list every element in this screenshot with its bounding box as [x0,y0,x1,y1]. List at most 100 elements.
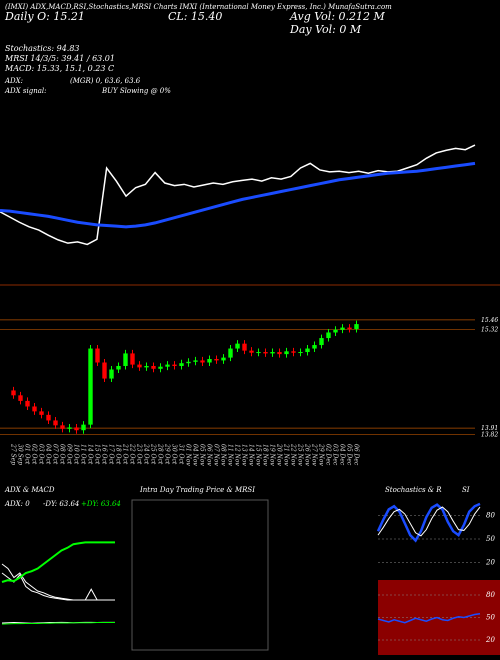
x-tick-label: 21 Oct [122,443,129,465]
x-tick-label: 10 Oct [73,444,80,465]
x-tick-label: 15 Oct [94,444,101,465]
header-open: Daily O: 15.21 [4,10,85,23]
candle-body [354,324,359,329]
y-tick-label: 15.46 [481,317,498,324]
candle-body [158,366,163,369]
x-tick-label: 13 Nov [241,444,248,466]
series-line [377,506,481,537]
x-tick-label: 18 Oct [115,444,122,465]
series-line [0,161,476,229]
candle-body [88,348,93,425]
x-tick-label: 07 Oct [52,444,59,465]
panel-frame [131,499,269,651]
series-line [1,563,115,601]
candle-body [18,395,23,401]
candle-body [74,427,79,431]
x-tick-label: 12 Nov [234,444,241,466]
x-tick-label: 03 Dec [332,444,339,466]
y-tick-label: 13.82 [481,431,498,438]
x-tick-label: 31 Oct [178,444,185,465]
candle-body [165,364,170,367]
candle-body [116,365,121,370]
header-adx: ADX: [4,77,23,85]
x-tick-label: 24 Oct [143,443,150,465]
x-tick-label: 11 Oct [80,444,87,465]
x-tick-label: 05 Dec [346,444,353,466]
panel-title: SI [462,486,470,494]
panel-title: Intra Day Trading Price & MRSI [139,486,255,494]
x-tick-label: 27 Nov [311,443,318,466]
x-tick-label: 30 Oct [171,444,178,465]
candle-body [95,348,100,363]
candle-body [53,420,58,426]
candle-body [137,364,142,368]
x-tick-label: 14 Oct [87,444,94,465]
x-tick-label: 22 Nov [290,443,297,466]
candle-body [39,411,44,415]
header-adx-signal-val: BUY Slowing @ 0% [101,87,171,95]
candle-body [326,332,331,339]
legend-entry: ADX: 0 [4,500,30,508]
candle-body [102,362,107,379]
candle-body [172,364,177,366]
y-tick-label: 13.91 [481,425,498,432]
candle-body [186,361,191,364]
candle-body [109,369,114,379]
candle-body [67,427,72,429]
candle-body [235,343,240,349]
y-tick-label: 80 [486,512,495,520]
x-tick-label: 07 Nov [213,444,220,466]
x-tick-label: 11 Nov [227,444,234,466]
x-tick-label: 01 Nov [185,444,192,466]
x-tick-label: 14 Nov [248,444,255,466]
x-tick-label: 21 Nov [283,443,290,466]
series-line [377,613,481,624]
x-tick-label: 01 Oct [24,444,31,465]
x-tick-label: 18 Nov [262,444,269,466]
x-tick-label: 03 Oct [38,444,45,465]
header-adx-vals: (MGR) 0, 63.6, 63.6 [70,77,141,85]
candle-body [200,360,205,363]
candle-body [32,406,37,412]
x-tick-label: 08 Oct [59,444,66,465]
candle-body [305,348,310,353]
x-tick-label: 02 Dec [325,444,332,466]
header-title: (IMXI) ADX,MACD,RSI,Stochastics,MRSI Cha… [5,3,392,11]
x-tick-label: 27 Sep [10,443,17,465]
x-tick-label: 05 Nov [199,444,206,466]
x-tick-label: 29 Oct [164,443,171,465]
x-tick-label: 23 Oct [136,443,143,465]
x-tick-label: 29 Nov [318,443,325,466]
x-tick-label: 22 Oct [129,443,136,465]
x-tick-label: 25 Oct [150,443,157,465]
x-tick-label: 04 Nov [192,444,199,466]
candle-body [228,348,233,358]
x-tick-label: 06 Nov [206,444,213,466]
candle-body [291,351,296,353]
x-tick-label: 02 Oct [31,444,38,465]
y-tick-label: 20 [485,636,495,644]
x-tick-label: 04 Oct [45,444,52,465]
x-tick-label: 08 Nov [220,444,227,466]
x-tick-label: 09 Oct [66,444,73,465]
candle-body [130,353,135,365]
x-tick-label: 06 Dec [353,444,360,466]
x-tick-label: 04 Dec [339,444,346,466]
candle-body [144,365,149,368]
candle-body [151,365,156,369]
series-line [1,622,115,625]
candle-body [263,352,268,354]
candle-body [242,343,247,351]
header-avg-vol: Avg Vol: 0.212 M [289,10,386,23]
candle-body [284,351,289,355]
candle-body [333,329,338,333]
x-tick-label: 28 Oct [157,443,164,465]
candle-body [277,352,282,355]
panel-title: ADX & MACD [4,486,55,494]
candle-body [60,425,65,429]
x-tick-label: 20 Nov [276,443,283,466]
y-tick-label: 15.32 [481,327,498,334]
y-tick-label: 20 [485,558,495,566]
